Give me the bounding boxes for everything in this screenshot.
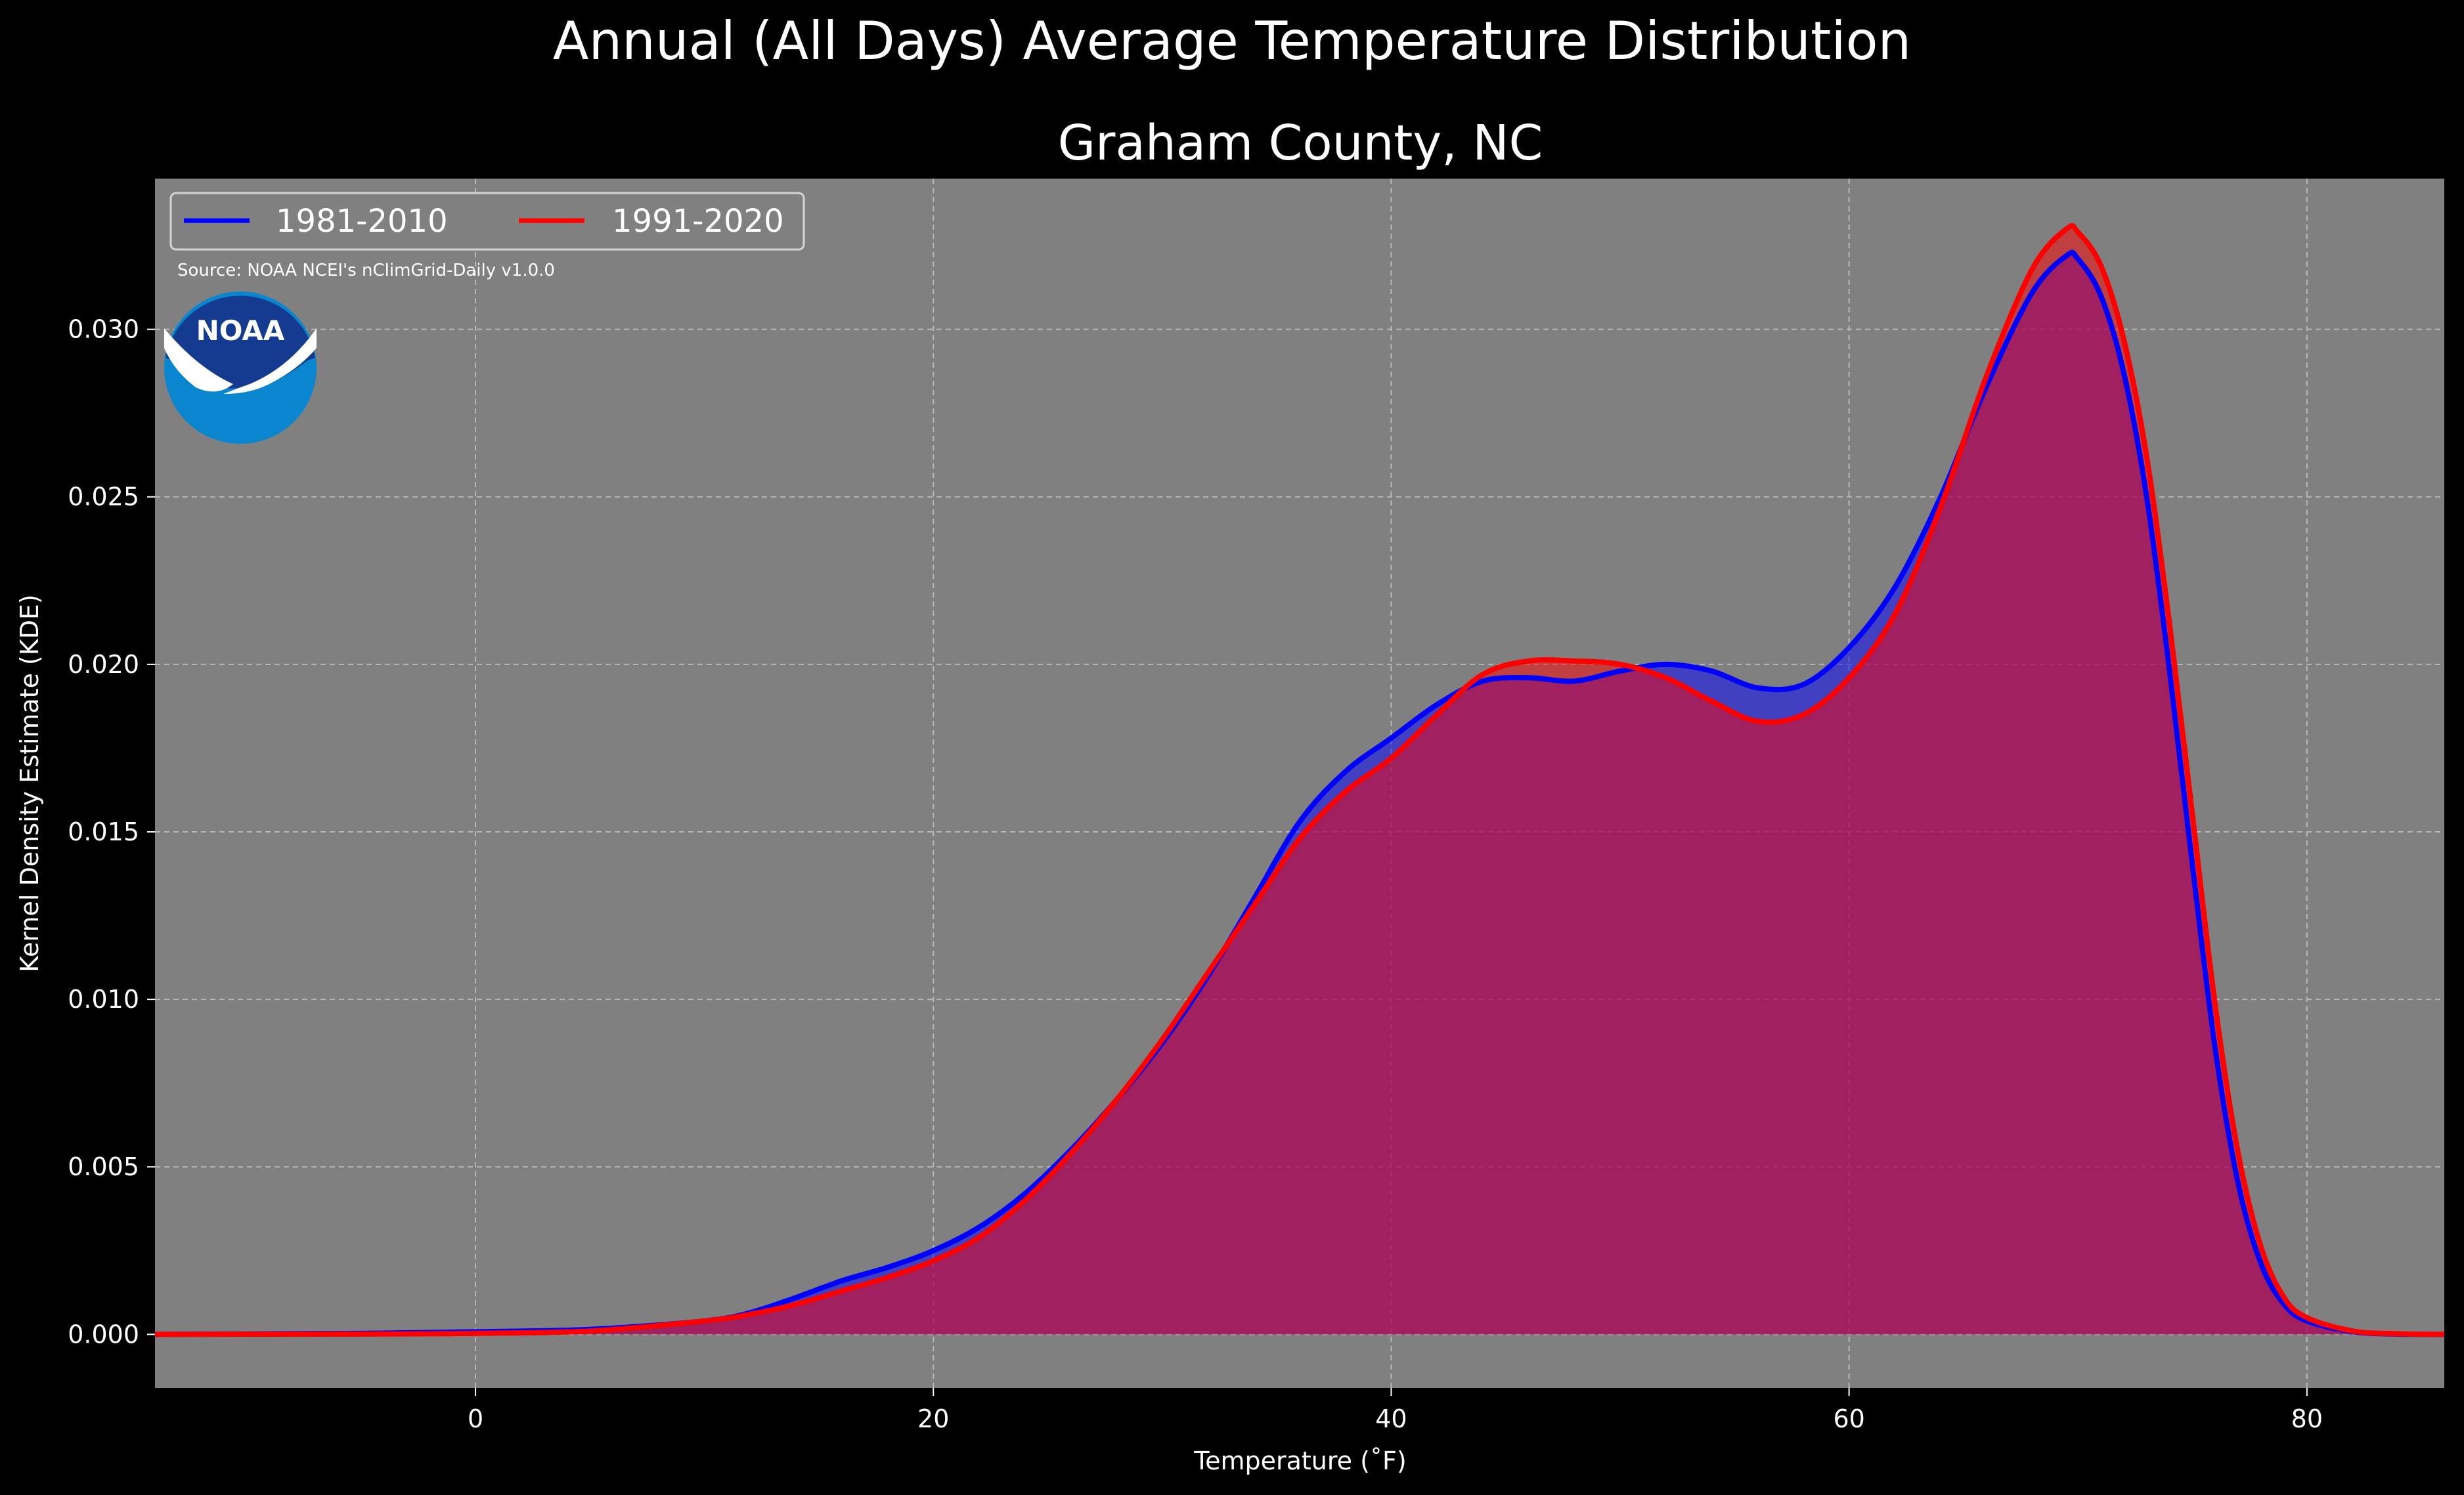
x-tick-label: 40 [1375,1404,1407,1433]
legend: 1981-2010 1991-2020 [169,192,805,251]
chart-title: Graham County, NC [1058,115,1543,171]
y-tick-label: 0.030 [68,315,139,344]
density-areas [155,225,2444,1335]
axis-ticks: 0 20 40 60 80 0.000 0.005 0.010 0.015 0.020 0.025 0… [68,315,2323,1433]
y-tick-label: 0.020 [68,650,139,679]
legend-label-1981-2010: 1981-2010 [276,203,448,240]
density-lines [154,223,2445,1337]
y-tick-label: 0.005 [68,1152,139,1181]
y-axis-label: Kernel Density Estimate (KDE) [15,594,44,972]
legend-frame [169,192,805,251]
chart-suptitle: Annual (All Days) Average Temperature Di… [553,11,1911,72]
line-1991-2020 [154,223,2445,1337]
noaa-logo-text: NOAA [196,314,285,347]
line-1981-2010 [154,249,2445,1337]
y-tick-label: 0.025 [68,483,139,511]
y-tick-label: 0.015 [68,817,139,846]
source-note: Source: NOAA NCEI's nClimGrid-Daily v1.0… [177,261,555,280]
x-axis-label: Temperature (˚F) [1193,1446,1406,1475]
x-tick-label: 20 [917,1404,949,1433]
x-tick-label: 60 [1833,1404,1864,1433]
y-tick-label: 0.000 [68,1320,139,1349]
x-tick-label: 0 [468,1404,483,1433]
noaa-logo: NOAA [164,292,317,444]
legend-label-1991-2020: 1991-2020 [612,203,784,240]
area-1991-2020 [155,225,2444,1335]
x-tick-label: 80 [2291,1404,2323,1433]
y-tick-label: 0.010 [68,985,139,1014]
